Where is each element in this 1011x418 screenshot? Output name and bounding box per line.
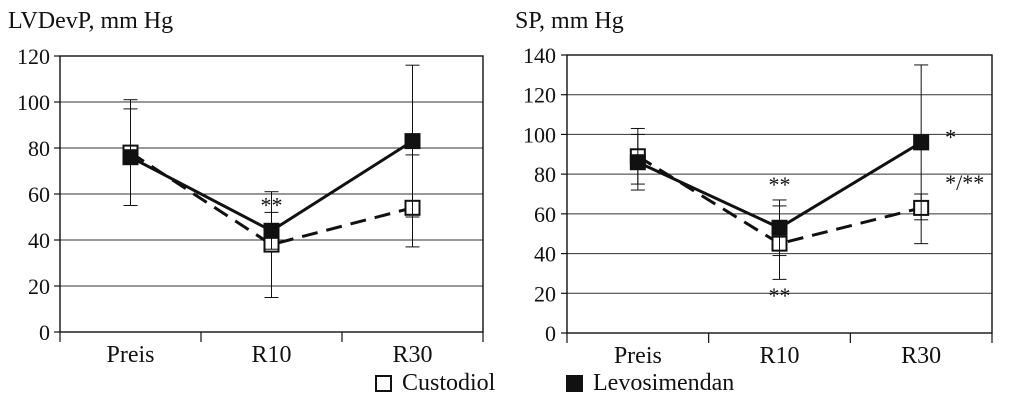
y-tick-label: 100 (523, 122, 556, 147)
significance-label: ** (769, 283, 791, 308)
significance-label: ** (769, 172, 791, 197)
x-tick-label: R30 (901, 343, 941, 369)
x-tick-label: Preis (107, 342, 155, 368)
x-tick-label: Preis (614, 343, 662, 369)
levosimendan-legend-label: Levosimendan (593, 370, 735, 396)
significance-label: * (945, 124, 956, 149)
y-tick-label: 80 (534, 162, 556, 187)
data-point (263, 222, 280, 239)
chart-panel-1: LVDevP, mm Hg 0 20 40 60 80 100 120 Preis R10 R30 *… (8, 8, 484, 368)
y-tick-label: 40 (534, 242, 556, 267)
plot-frame (59, 55, 484, 333)
custodiol-legend-marker (375, 375, 392, 392)
y-tick-label: 20 (534, 281, 556, 306)
y-tick-label: 120 (17, 44, 50, 69)
chart-title: LVDevP, mm Hg (8, 8, 173, 34)
y-tick-label: 40 (28, 228, 50, 253)
y-tick-label: 80 (28, 136, 50, 161)
x-tick-label: R10 (759, 343, 799, 369)
y-tick-label: 60 (534, 202, 556, 227)
legend-custodiol: Custodiol (375, 370, 495, 397)
y-tick-label: 120 (523, 83, 556, 108)
significance-label: */** (945, 170, 984, 195)
custodiol-legend-label: Custodiol (402, 370, 496, 396)
data-point (404, 133, 421, 150)
y-tick-label: 20 (28, 274, 50, 299)
x-tick-label: R10 (251, 342, 291, 368)
data-point (913, 134, 930, 151)
plot-frame (566, 54, 993, 334)
series-levosimendan (629, 64, 930, 257)
data-point (771, 219, 788, 236)
series-levosimendan (122, 64, 421, 250)
data-point (122, 149, 139, 166)
y-tick-label: 60 (28, 182, 50, 207)
x-tick-label: R30 (392, 342, 432, 368)
legend-levosimendan: Levosimendan (566, 370, 734, 397)
levosimendan-legend-marker (566, 375, 583, 392)
data-point (629, 154, 646, 171)
y-tick-label: 0 (39, 320, 50, 345)
significance-label: ** (261, 192, 283, 217)
y-tick-label: 100 (17, 90, 50, 115)
y-tick-label: 140 (523, 43, 556, 68)
chart-title: SP, mm Hg (515, 8, 624, 34)
y-tick-label: 0 (545, 321, 556, 346)
